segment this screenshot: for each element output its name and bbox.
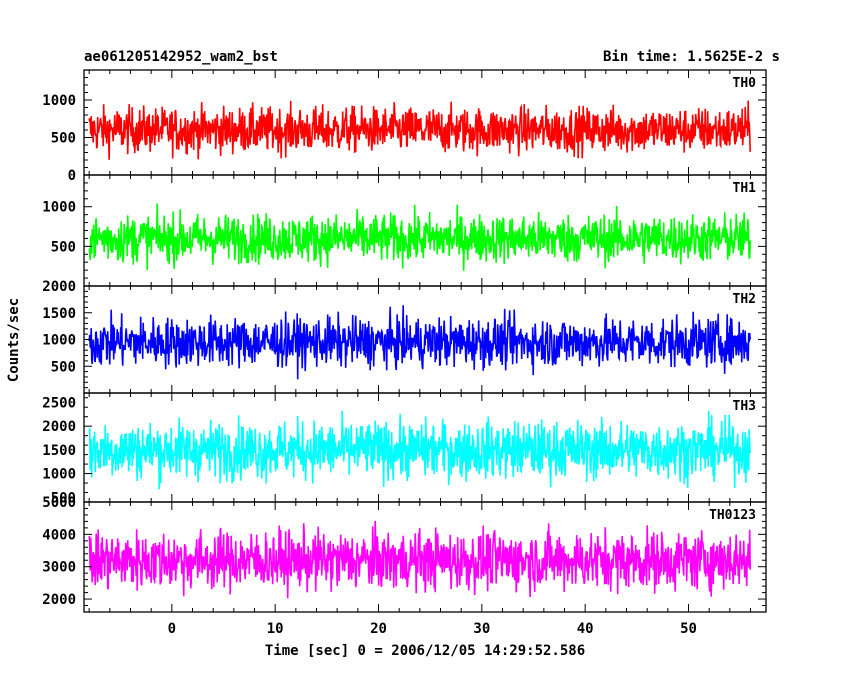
series-th0123	[88, 520, 751, 599]
y-tick-label: 2000	[42, 592, 76, 608]
panel-label: TH2	[733, 292, 756, 307]
panel-label: TH0	[733, 76, 757, 91]
x-axis-label: Time [sec] 0 = 2006/12/05 14:29:52.586	[265, 643, 585, 659]
x-tick-label: 40	[577, 621, 594, 637]
x-tick-label: 50	[680, 621, 697, 637]
y-tick-label: 1500	[42, 306, 76, 322]
header-left-title: ae061205142952_wam2_bst	[84, 49, 278, 65]
y-tick-label: 500	[51, 359, 76, 375]
panel-th2: 500 1000 1500 2000 TH2	[42, 279, 767, 394]
series-th1	[88, 203, 751, 271]
x-tick-label: 10	[267, 621, 284, 637]
y-tick-label: 2500	[42, 395, 76, 411]
panels-group: 05001000TH05001000TH1500100015002000TH25…	[42, 69, 767, 637]
series-th3	[88, 410, 751, 490]
y-tick-label: 3000	[42, 560, 76, 576]
series-th0	[88, 100, 751, 160]
panel-th0: 0 500 1000 TH0	[42, 69, 767, 184]
panel-label: TH0123	[709, 508, 756, 523]
panel-th0123: 2000 3000 4000 5000 TH0123	[42, 495, 767, 613]
y-tick-label: 2000	[42, 279, 76, 295]
panel-frame	[83, 501, 767, 613]
panel-th1: 500 1000 TH1	[42, 174, 767, 287]
y-tick-label: 4000	[42, 527, 76, 543]
y-axis-label: Counts/sec	[6, 298, 22, 382]
x-tick-label: 30	[473, 621, 490, 637]
y-tick-label: 500	[51, 490, 76, 506]
panel-label: TH3	[733, 399, 756, 414]
x-tick-label: 0	[168, 621, 176, 637]
header-right-title: Bin time: 1.5625E-2 s	[603, 49, 780, 65]
y-tick-label: 5000	[42, 495, 76, 511]
series-th2	[88, 305, 751, 380]
panel-label: TH1	[733, 181, 757, 196]
y-tick-label: 1000	[42, 333, 76, 349]
y-tick-label: 1000	[42, 93, 76, 109]
y-tick-label: 1000	[42, 200, 76, 216]
y-tick-label: 1000	[42, 467, 76, 483]
x-tick-label: 20	[370, 621, 387, 637]
panel-th3: 500 1000 1500 2000 2500 TH3	[42, 392, 767, 506]
y-tick-label: 0	[68, 168, 76, 184]
y-tick-label: 500	[51, 131, 76, 147]
y-tick-label: 1500	[42, 443, 76, 459]
y-tick-label: 500	[51, 239, 76, 255]
y-tick-label: 2000	[42, 419, 76, 435]
